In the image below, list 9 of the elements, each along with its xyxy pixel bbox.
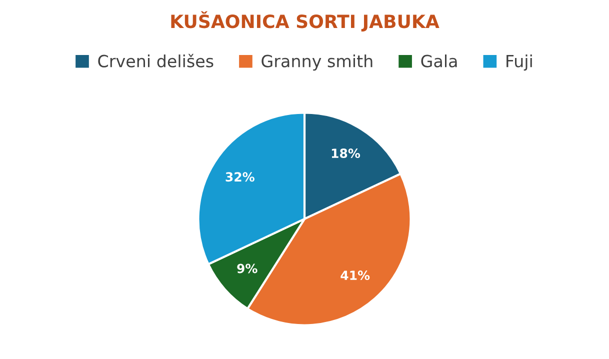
legend-label: Fuji (506, 54, 532, 71)
legend-label: Granny smith (262, 54, 372, 71)
data-label: 18% (332, 148, 360, 158)
data-label: 41% (340, 270, 370, 280)
chart-title: KUŠAONICA SORTI JABUKA (171, 11, 440, 32)
legend-label: Crveni delišes (98, 54, 214, 68)
data-label: 32% (226, 172, 254, 182)
legend-label: Gala (421, 54, 457, 68)
data-label: 9% (237, 264, 258, 274)
